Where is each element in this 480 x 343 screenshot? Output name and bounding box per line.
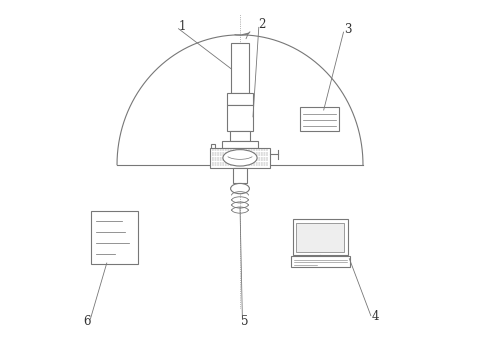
Bar [227,93,253,105]
Bar [231,44,249,93]
Bar [210,147,270,168]
Bar [227,105,253,130]
Bar [296,223,344,252]
Bar [290,256,350,267]
Text: 2: 2 [259,18,266,31]
Ellipse shape [230,184,250,194]
Bar [211,144,215,156]
Bar [91,211,137,264]
Bar [233,168,247,184]
Text: 6: 6 [83,315,91,328]
Text: 5: 5 [241,315,249,328]
Text: 3: 3 [344,23,351,36]
Text: 1: 1 [178,20,186,33]
Text: 4: 4 [371,310,379,323]
Bar [300,107,339,130]
Bar [222,141,258,147]
Bar [230,130,250,141]
Bar [293,219,348,255]
Ellipse shape [223,150,257,166]
